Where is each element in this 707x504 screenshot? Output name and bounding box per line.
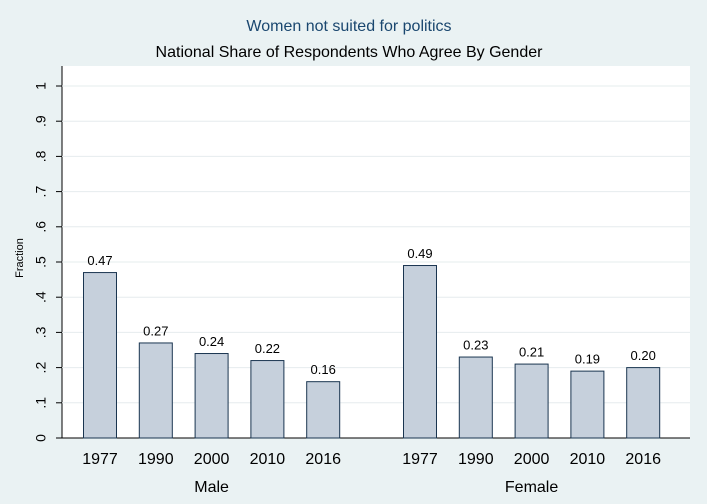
- bar: [570, 370, 605, 439]
- y-tick-label: .7: [33, 186, 49, 198]
- bar: [83, 272, 117, 439]
- group-label: Male: [194, 479, 229, 496]
- y-tick-label: .8: [33, 150, 49, 162]
- bar: [458, 356, 493, 439]
- y-tick-label: .2: [33, 362, 49, 374]
- x-tick-label: 2016: [305, 451, 341, 468]
- y-tick-label: .6: [33, 221, 49, 233]
- value-label: 0.49: [407, 246, 432, 261]
- x-tick-label: 1977: [82, 451, 118, 468]
- x-tick-label: 2010: [250, 451, 286, 468]
- value-label: 0.16: [311, 362, 336, 377]
- bar: [514, 363, 549, 439]
- y-axis-label: Fraction: [14, 238, 26, 278]
- bar: [403, 265, 437, 439]
- x-tick-label: 2000: [194, 451, 230, 468]
- y-tick-label: 1: [33, 82, 49, 90]
- x-tick-label: 1977: [402, 451, 438, 468]
- group-label: Female: [505, 479, 558, 496]
- y-tick-label: .4: [33, 291, 49, 303]
- value-label: 0.27: [143, 323, 168, 338]
- x-tick-label: 2010: [570, 451, 606, 468]
- bar: [138, 342, 173, 439]
- value-label: 0.20: [631, 348, 656, 363]
- chart-title: Women not suited for politics: [246, 18, 451, 35]
- y-tick-label: .3: [33, 326, 49, 338]
- value-label: 0.47: [87, 253, 112, 268]
- value-label: 0.23: [463, 337, 488, 352]
- bar: [250, 360, 285, 439]
- x-tick-label: 1990: [458, 451, 494, 468]
- x-tick-label: 2016: [625, 451, 661, 468]
- bar: [306, 381, 341, 439]
- value-label: 0.22: [255, 341, 280, 356]
- y-tick-label: .9: [33, 115, 49, 127]
- chart-subtitle: National Share of Respondents Who Agree …: [156, 44, 544, 61]
- y-tick-label: .1: [33, 397, 49, 409]
- x-tick-label: 1990: [138, 451, 174, 468]
- value-label: 0.24: [199, 334, 224, 349]
- bar: [194, 353, 229, 439]
- bar: [626, 367, 661, 439]
- x-tick-label: 2000: [514, 451, 550, 468]
- y-tick-label: .5: [33, 256, 49, 268]
- value-label: 0.21: [519, 345, 544, 360]
- y-tick-label: 0: [33, 434, 49, 442]
- value-label: 0.19: [575, 352, 600, 367]
